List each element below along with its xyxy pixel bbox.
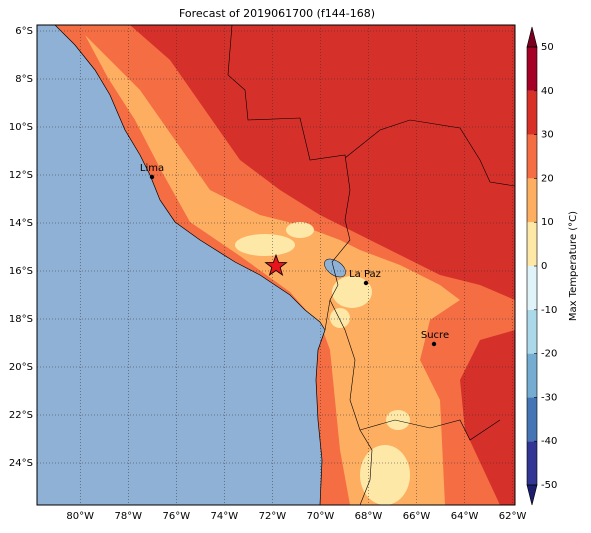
y-tick-label: 14°S: [9, 218, 33, 229]
y-tick-label: 16°S: [9, 266, 33, 277]
city-label: La Paz: [349, 269, 381, 280]
x-tick-label: 76°W: [163, 511, 191, 522]
colorbar-segment: [527, 47, 537, 91]
ocean: [37, 25, 326, 505]
lake-titicaca: [324, 258, 346, 278]
colorbar-segment: [527, 397, 537, 442]
colorbar-segment: [527, 309, 537, 354]
x-tick-label: 68°W: [355, 511, 383, 522]
city-dot: [149, 174, 155, 180]
y-tick-label: 6°S: [15, 26, 33, 37]
colorbar-tick-label: -10: [541, 305, 557, 316]
colorbar-segment: [527, 90, 537, 135]
colorbar-tick-label: -50: [541, 480, 557, 491]
x-tick-label: 70°W: [307, 511, 335, 522]
colorbar-tick-label: 50: [541, 42, 554, 53]
city-label: Sucre: [421, 330, 449, 341]
city-dot: [363, 280, 369, 286]
city-dot: [431, 341, 437, 347]
colorbar-tick-label: -40: [541, 436, 557, 447]
colorbar-segment: [527, 266, 537, 310]
y-tick-label: 24°S: [9, 458, 33, 469]
colorbar-tick-label: 20: [541, 173, 554, 184]
colorbar-segment: [527, 134, 537, 179]
colorbar-tick-label: -20: [541, 349, 557, 360]
x-tick-label: 64°W: [451, 511, 479, 522]
map-area: Lima La Paz Sucre: [37, 25, 515, 505]
colorbar-tick-label: -30: [541, 392, 557, 403]
location-star: [264, 253, 288, 276]
colorbar-segment: [527, 222, 537, 266]
x-tick-label: 78°W: [114, 511, 142, 522]
city-label: Lima: [140, 163, 164, 174]
colorbar-extend-low: [526, 484, 538, 506]
colorbar-segment: [527, 441, 537, 485]
y-tick-label: 12°S: [9, 170, 33, 181]
colorbar-label: Max Temperature (°C): [568, 211, 579, 321]
grid: [37, 25, 515, 505]
map-title: Forecast of 2019061700 (f144-168): [179, 7, 375, 20]
colorbar-segment: [527, 353, 537, 398]
colorbar-tick-label: 0: [541, 261, 547, 272]
y-tick-label: 22°S: [9, 410, 33, 421]
x-tick-label: 80°W: [66, 511, 94, 522]
colorbar-tick-label: 30: [541, 130, 554, 141]
colorbar-tick-label: 10: [541, 217, 554, 228]
colorbar-extend-high: [526, 26, 538, 48]
colorbar-segment: [527, 178, 537, 223]
x-tick-label: 62°W: [499, 511, 527, 522]
y-tick-label: 10°S: [9, 122, 33, 133]
y-tick-label: 18°S: [9, 314, 33, 325]
x-tick-label: 74°W: [211, 511, 239, 522]
x-tick-label: 66°W: [403, 511, 431, 522]
colorbar-tick-label: 40: [541, 86, 554, 97]
y-tick-label: 20°S: [9, 362, 33, 373]
x-tick-label: 72°W: [259, 511, 287, 522]
map-frame: [36, 24, 516, 506]
y-tick-label: 8°S: [15, 74, 33, 85]
